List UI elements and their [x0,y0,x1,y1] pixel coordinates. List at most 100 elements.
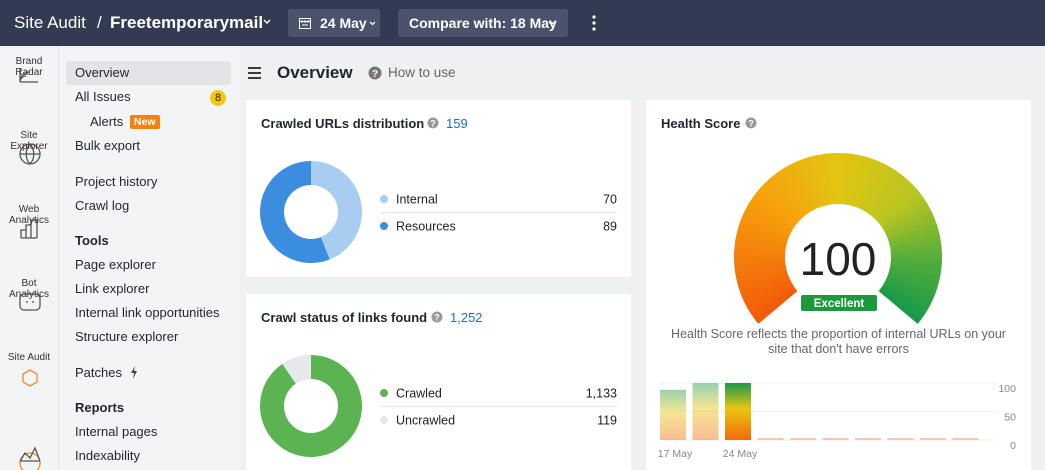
gauge-segment [777,168,811,214]
nav-heading: Reports [75,400,125,415]
legend-value: 1,133 [586,387,617,401]
card-title: Crawled URLs distribution [261,116,425,131]
help-link[interactable]: How to use [388,65,456,80]
gauge-segment [881,283,928,316]
legend-label: Uncrawled [396,414,455,428]
nav-item[interactable]: Page explorer [75,257,156,272]
rating-label: Excellent [814,298,865,310]
nav-item[interactable]: Bulk export [75,138,141,153]
gauge-segment [797,158,822,209]
legend-value: 70 [603,193,617,207]
history-bar [660,389,686,440]
date-button[interactable]: 24 May [288,9,380,37]
rating-badge [801,295,877,311]
gauge-segment [881,197,928,231]
legend-value: 119 [597,414,617,428]
gauge-segment [866,169,901,215]
history-bar [790,438,816,440]
nav-item[interactable]: Patches [75,365,122,380]
nav-heading: Tools [75,233,109,248]
gauge-segment [884,207,933,236]
gauge-segment [884,278,934,306]
nav-item[interactable]: Project history [75,174,158,189]
nav-active-bg [66,61,231,85]
gauge-segment [739,274,790,299]
nav-item[interactable]: Indexability [75,448,141,463]
rail-label[interactable]: Brand Radar [15,56,43,78]
gauge-segment [735,265,787,283]
nav-item[interactable]: Overview [75,65,130,80]
svg-text:?: ? [748,119,754,129]
rail-label[interactable]: Web Analytics [8,204,49,226]
card: Health Score ? 100 Excellent 0 50 100 17 Ma… [646,100,1031,470]
gauge-segment [887,218,938,242]
help-icon: ? [368,66,382,80]
y-tick-label: 100 [998,383,1016,395]
gauge-segment [741,211,791,238]
gauge-segment [738,271,789,294]
app-title: Site Audit [14,13,86,32]
nav-item[interactable]: Crawl log [75,198,130,213]
nav-item[interactable]: All Issues [75,89,131,104]
rail-label[interactable]: Bot Analytics [8,278,49,300]
new-badge: New [130,115,160,129]
gauge-segment [736,268,788,288]
history-bar [757,438,784,440]
gauge-segment [855,158,880,209]
compare-label: Compare with: 18 May [409,15,557,31]
gauge-segment [878,288,922,324]
gauge-segment [886,275,936,301]
rail-label[interactable]: Site Audit [7,352,51,363]
donut-chart: Crawled 1,133 Uncrawled 119 [260,355,617,457]
health-score: 100 [800,233,877,285]
gauge-segment [820,153,833,205]
gauge-segment [768,175,806,218]
donut-segment [311,161,362,260]
gauge-segment [890,241,942,253]
x-tick-label: 17 May [658,448,693,460]
gauge-segment [883,202,931,233]
top-bar: Site Audit / Freetemporarymail 24 May Co… [0,0,1045,46]
card-total[interactable]: 1,252 [450,310,483,325]
help-icon: ? [745,117,757,129]
gauge-fill [734,153,942,324]
gauge-segment [734,257,786,265]
gauge-segment [759,182,801,223]
history-bar [952,438,979,440]
gauge-segment [886,213,936,239]
card-title: Crawl status of links found [261,310,428,325]
nav-item[interactable]: Alerts [90,114,124,129]
donut-segment [260,161,330,263]
chevron [548,21,555,26]
project-name[interactable]: Freetemporarymail [110,13,264,32]
gauge-segment [863,166,896,213]
nav-item[interactable]: Structure explorer [75,329,179,344]
history-bar [887,438,914,440]
compare-button[interactable]: Compare with: 18 May [398,9,568,37]
gauge-segment [744,280,793,310]
date-label: 24 May [320,15,367,31]
menu-icon[interactable] [248,67,262,79]
nav-item[interactable]: Link explorer [75,281,150,296]
gauge-segment [756,187,799,225]
gauge-segment [889,235,942,250]
gauge-segment [750,285,796,320]
card-total[interactable]: 159 [446,116,468,131]
gauge-segment [871,176,910,219]
gauge-segment [875,184,918,223]
more-menu[interactable] [592,15,596,31]
gauge-segment [889,229,941,247]
nav-item[interactable]: Internal link opportunities [75,305,220,320]
legend-dot [380,389,388,397]
gauge-segment [873,180,914,221]
svg-text:?: ? [434,313,440,323]
rail-label[interactable]: Site Explorer [10,130,48,152]
gauge-segment [808,155,827,207]
gauge-segment [746,201,794,232]
nav-item[interactable]: Internal pages [75,424,158,439]
legend-dot [380,416,388,424]
gauge-segment [753,287,798,324]
chevron [263,19,271,24]
gauge-segment [782,165,813,213]
